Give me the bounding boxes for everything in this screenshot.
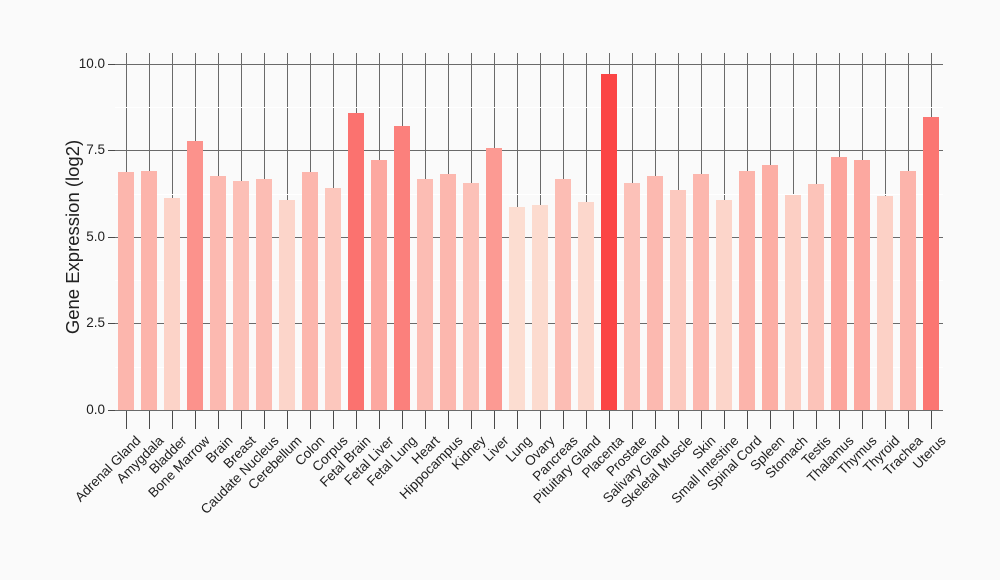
x-tick-mark xyxy=(310,411,311,429)
y-tick-mark xyxy=(108,323,115,324)
bar-fetal-liver xyxy=(371,160,387,411)
x-tick-mark xyxy=(655,411,656,429)
x-tick-mark xyxy=(402,411,403,429)
bar-thymus xyxy=(854,160,870,411)
bar-corpus xyxy=(325,188,341,411)
bar-stomach xyxy=(785,195,801,411)
x-tick-mark xyxy=(770,411,771,429)
x-tick-mark xyxy=(724,411,725,429)
gridline-horizontal-major xyxy=(115,323,943,324)
x-tick-mark xyxy=(494,411,495,429)
x-tick-mark xyxy=(908,411,909,429)
bar-amygdala xyxy=(141,171,157,411)
bar-brain xyxy=(210,176,226,411)
x-tick-mark xyxy=(425,411,426,429)
x-tick-mark xyxy=(632,411,633,429)
x-tick-mark xyxy=(609,411,610,429)
bar-testis xyxy=(808,184,824,411)
bar-skin xyxy=(693,174,709,411)
bar-cerebellum xyxy=(279,200,295,411)
x-tick-mark xyxy=(701,411,702,429)
x-tick-mark xyxy=(149,411,150,429)
y-tick-mark xyxy=(108,64,115,65)
x-tick-mark xyxy=(287,411,288,429)
gridline-horizontal-minor xyxy=(115,367,943,368)
bar-adrenal-gland xyxy=(118,172,134,411)
x-tick-mark xyxy=(747,411,748,429)
gridline-horizontal-minor xyxy=(115,107,943,108)
bar-heart xyxy=(417,179,433,411)
x-tick-mark xyxy=(793,411,794,429)
bar-breast xyxy=(233,181,249,411)
bar-prostate xyxy=(624,183,640,411)
bar-liver xyxy=(486,148,502,411)
bar-caudate-nucleus xyxy=(256,179,272,411)
x-tick-mark xyxy=(563,411,564,429)
gridline-horizontal-minor xyxy=(115,194,943,195)
x-axis-baseline xyxy=(115,410,943,411)
bar-hippocampus xyxy=(440,174,456,411)
gridline-horizontal-major xyxy=(115,64,943,65)
gridline-horizontal-minor xyxy=(115,280,943,281)
x-tick-mark xyxy=(218,411,219,429)
y-tick-mark xyxy=(108,237,115,238)
x-tick-mark xyxy=(816,411,817,429)
bar-spinal-cord xyxy=(739,171,755,411)
y-tick-label: 10.0 xyxy=(78,56,105,71)
y-tick-mark xyxy=(108,410,115,411)
x-tick-mark xyxy=(356,411,357,429)
gridline-horizontal-major xyxy=(115,150,943,151)
bar-lung xyxy=(509,207,525,411)
gridline-horizontal-major xyxy=(115,237,943,238)
x-tick-mark xyxy=(678,411,679,429)
bar-trachea xyxy=(900,171,916,411)
bar-bone-marrow xyxy=(187,141,203,411)
x-tick-mark xyxy=(172,411,173,429)
bar-ovary xyxy=(532,205,548,411)
x-tick-mark xyxy=(931,411,932,429)
plot-panel xyxy=(115,53,943,411)
bar-skeletal-muscle xyxy=(670,190,686,411)
x-tick-mark xyxy=(241,411,242,429)
x-tick-mark xyxy=(839,411,840,429)
x-tick-mark xyxy=(195,411,196,429)
bar-spleen xyxy=(762,165,778,411)
y-tick-label: 7.5 xyxy=(86,142,105,157)
x-tick-mark xyxy=(586,411,587,429)
x-tick-mark xyxy=(517,411,518,429)
x-tick-mark xyxy=(862,411,863,429)
x-tick-mark xyxy=(471,411,472,429)
y-tick-label: 5.0 xyxy=(86,229,105,244)
x-tick-mark xyxy=(333,411,334,429)
bar-fetal-brain xyxy=(348,113,364,411)
bar-uterus xyxy=(923,117,939,411)
y-tick-label: 0.0 xyxy=(86,402,105,417)
x-tick-mark xyxy=(885,411,886,429)
bar-thyroid xyxy=(877,196,893,411)
x-tick-mark xyxy=(126,411,127,429)
x-tick-mark xyxy=(379,411,380,429)
y-tick-label: 2.5 xyxy=(86,315,105,330)
bar-pancreas xyxy=(555,179,571,411)
bar-salivary-gland xyxy=(647,176,663,411)
x-tick-mark xyxy=(264,411,265,429)
bar-placenta xyxy=(601,74,617,411)
x-tick-mark xyxy=(448,411,449,429)
bar-pituitary-gland xyxy=(578,202,594,411)
bar-thalamus xyxy=(831,157,847,411)
bar-colon xyxy=(302,172,318,411)
y-tick-mark xyxy=(108,150,115,151)
x-tick-mark xyxy=(540,411,541,429)
bar-fetal-lung xyxy=(394,126,410,411)
bar-bladder xyxy=(164,198,180,411)
bar-kidney xyxy=(463,183,479,411)
bar-small-intestine xyxy=(716,200,732,411)
